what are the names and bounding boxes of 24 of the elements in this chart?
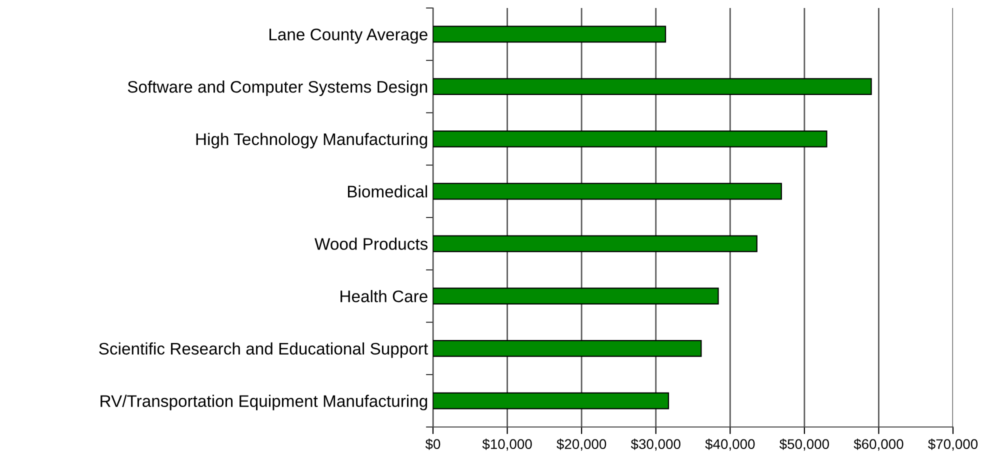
y-tick-label: Biomedical (348, 185, 428, 198)
y-tick-label: RV/Transportation Equipment Manufacturing (100, 394, 428, 410)
y-tick-label: Lane County Average (270, 28, 428, 44)
y-tick-label: Health Care (340, 290, 428, 302)
x-tick-label: $40,000 (705, 438, 755, 451)
y-tick-label: High Technology Manufacturing (196, 132, 428, 148)
y-tick-label: Software and Computer Systems Design (128, 80, 428, 96)
y-tick-label: Scientific Research and Educational Support (99, 342, 428, 358)
bar (433, 78, 872, 95)
bar (433, 392, 670, 410)
x-tick-label: $10,000 (482, 438, 532, 451)
bar (433, 182, 782, 200)
bar (433, 26, 666, 43)
bar (433, 288, 719, 304)
bar (433, 235, 758, 252)
x-tick-label: $50,000 (779, 438, 829, 451)
x-tick-label: $0 (425, 438, 440, 450)
bar (433, 130, 828, 148)
x-tick-label: $60,000 (854, 438, 904, 451)
bar (433, 340, 702, 357)
x-tick-label: $20,000 (556, 438, 606, 451)
x-tick-label: $30,000 (630, 438, 680, 451)
y-tick-label: Wood Products (314, 238, 428, 250)
x-tick-label: $70,000 (928, 438, 978, 451)
